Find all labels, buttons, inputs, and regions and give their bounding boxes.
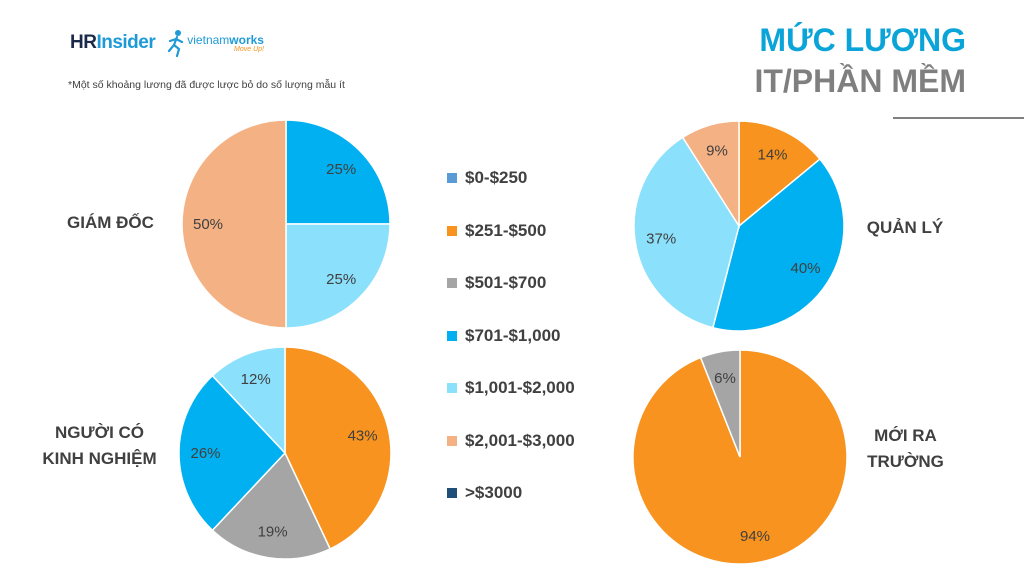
pie-slice-giam-doc-0 xyxy=(285,119,391,225)
pie-data-label-nguoi-co-kinh-nghiem-3: 12% xyxy=(241,371,271,388)
pie-label-moi-ra-truong: MỚI RA TRƯỜNG xyxy=(867,426,944,471)
pie-label-nguoi-co-kinh-nghiem: NGƯỜI CÓ KINH NGHIỆM xyxy=(42,423,157,468)
logo: HRInsider vietnamworks Move Up! xyxy=(70,26,264,60)
divider xyxy=(893,117,1024,119)
pie-data-label-nguoi-co-kinh-nghiem-2: 26% xyxy=(190,445,220,462)
legend-item: >$3000 xyxy=(447,467,575,520)
legend-item: $501-$700 xyxy=(447,257,575,310)
pie-slice-giam-doc-1 xyxy=(285,223,391,329)
pie-label-giam-doc: GIÁM ĐỐC xyxy=(67,213,154,232)
legend-swatch xyxy=(447,278,457,289)
pie-data-label-giam-doc-0: 25% xyxy=(326,161,356,178)
pie-label-quan-ly: QUẢN LÝ xyxy=(866,218,944,237)
pie-data-label-moi-ra-truong-0: 94% xyxy=(740,528,770,545)
pie-slice-giam-doc-2 xyxy=(181,119,287,329)
legend-item: $0-$250 xyxy=(447,152,575,205)
legend-swatch xyxy=(447,330,457,341)
page-subtitle: IT/PHẦN MỀM xyxy=(754,63,966,99)
legend-swatch xyxy=(447,225,457,236)
pie-slice-quan-ly-0 xyxy=(738,120,821,228)
pie-slice-quan-ly-3 xyxy=(681,120,740,229)
pie-data-label-quan-ly-3: 9% xyxy=(706,142,728,159)
vietnamworks-logo: vietnamworks Move Up! xyxy=(165,29,264,57)
pie-slice-nguoi-co-kinh-nghiem-3 xyxy=(211,346,286,455)
pie-slice-quan-ly-1 xyxy=(711,158,845,332)
pie-data-label-moi-ra-truong-1: 6% xyxy=(714,370,736,387)
legend-item: $251-$500 xyxy=(447,205,575,258)
legend-swatch xyxy=(447,488,457,499)
pie-data-label-nguoi-co-kinh-nghiem-1: 19% xyxy=(258,524,288,541)
pie-data-label-nguoi-co-kinh-nghiem-0: 43% xyxy=(348,428,378,445)
pie-data-label-quan-ly-0: 14% xyxy=(757,147,787,164)
pie-data-label-giam-doc-1: 25% xyxy=(326,271,356,288)
pie-data-label-giam-doc-2: 50% xyxy=(193,216,223,233)
footnote: *Một số khoảng lương đã được lược bỏ do … xyxy=(68,79,345,91)
legend-item: $1,001-$2,000 xyxy=(447,362,575,415)
pie-data-label-quan-ly-1: 40% xyxy=(790,260,820,277)
runner-icon xyxy=(168,30,184,57)
pie-data-label-quan-ly-2: 37% xyxy=(646,230,676,247)
hrinsider-logo: HRInsider xyxy=(70,32,156,53)
legend-item: $701-$1,000 xyxy=(447,310,575,363)
legend-swatch xyxy=(447,435,457,446)
legend: $0-$250 $251-$500 $501-$700 $701-$1,000 … xyxy=(447,152,575,520)
legend-swatch xyxy=(447,383,457,394)
legend-swatch xyxy=(447,173,457,184)
pie-slice-nguoi-co-kinh-nghiem-2 xyxy=(178,374,287,532)
pie-slice-nguoi-co-kinh-nghiem-0 xyxy=(284,346,392,550)
pie-slice-nguoi-co-kinh-nghiem-1 xyxy=(211,451,332,560)
pie-slice-moi-ra-truong-1 xyxy=(699,349,741,458)
page-title: MỨC LƯƠNG xyxy=(759,22,966,58)
legend-item: $2,001-$3,000 xyxy=(447,415,575,468)
